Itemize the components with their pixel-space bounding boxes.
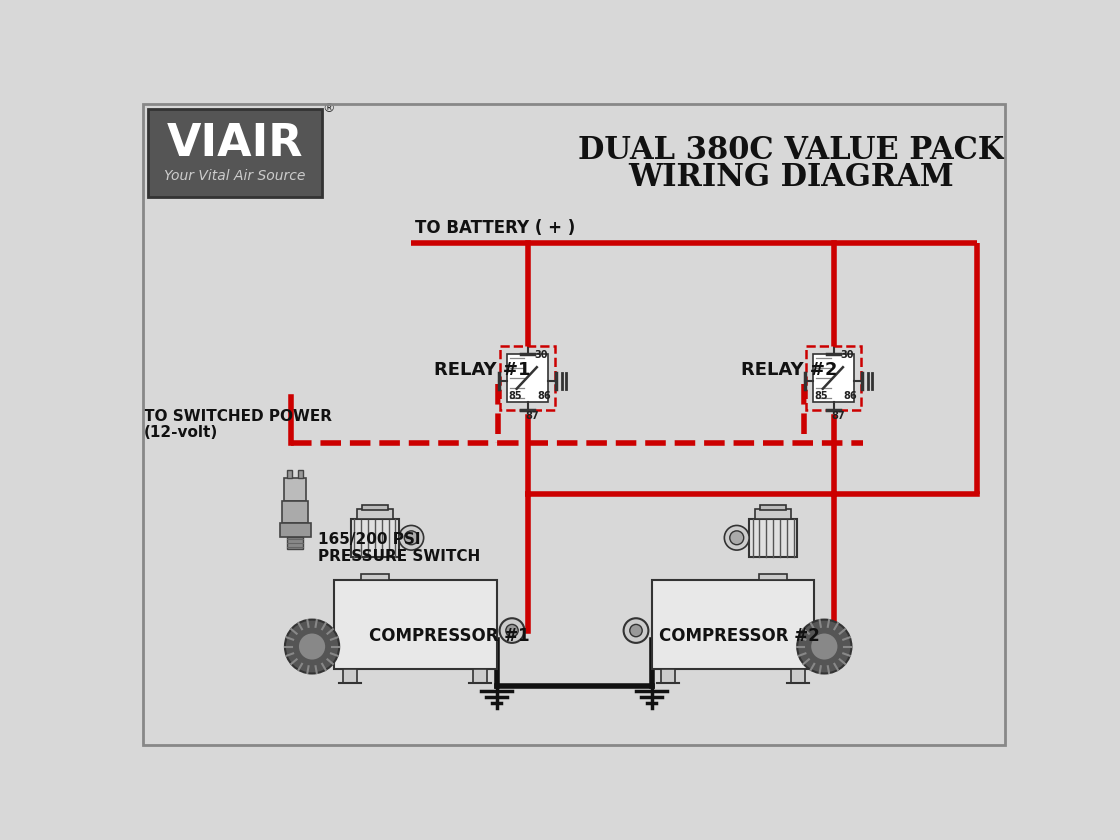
Bar [334, 580, 496, 669]
Bar [351, 518, 399, 557]
Circle shape [629, 624, 642, 637]
Bar [652, 580, 814, 669]
Bar [343, 669, 357, 683]
Circle shape [730, 531, 744, 544]
Text: COMPRESSOR #2: COMPRESSOR #2 [660, 627, 820, 645]
Text: TO BATTERY ( + ): TO BATTERY ( + ) [416, 219, 576, 237]
Circle shape [298, 633, 326, 660]
FancyBboxPatch shape [500, 346, 556, 410]
Text: DUAL 380C VALUE PACK: DUAL 380C VALUE PACK [578, 135, 1005, 166]
Bar [357, 509, 393, 518]
Circle shape [399, 526, 423, 550]
Text: 30: 30 [841, 349, 855, 360]
Text: ®: ® [323, 102, 335, 114]
Bar [813, 354, 855, 402]
Circle shape [725, 526, 749, 550]
Bar [298, 470, 302, 478]
Bar [361, 574, 389, 580]
Text: WIRING DIAGRAM: WIRING DIAGRAM [628, 162, 954, 193]
Bar [148, 108, 323, 197]
Text: 86: 86 [843, 391, 857, 402]
Text: TO SWITCHED POWER: TO SWITCHED POWER [143, 409, 332, 424]
Text: Your Vital Air Source: Your Vital Air Source [164, 169, 306, 183]
Circle shape [506, 624, 519, 637]
Circle shape [284, 620, 339, 674]
Bar [755, 509, 791, 518]
Bar [282, 501, 308, 522]
Bar [791, 669, 805, 683]
Text: 87: 87 [831, 412, 844, 421]
Text: RELAY #2: RELAY #2 [740, 361, 837, 380]
Circle shape [797, 620, 851, 674]
Bar [280, 522, 310, 537]
Text: VIAIR: VIAIR [166, 122, 302, 165]
Text: COMPRESSOR #1: COMPRESSOR #1 [368, 627, 530, 645]
Circle shape [500, 618, 524, 643]
Bar [507, 354, 548, 402]
Circle shape [624, 618, 648, 643]
Bar [287, 537, 302, 549]
Text: PRESSURE SWITCH: PRESSURE SWITCH [318, 549, 480, 564]
FancyBboxPatch shape [806, 346, 861, 410]
Circle shape [811, 633, 838, 660]
Text: (12-volt): (12-volt) [143, 424, 218, 439]
Bar [661, 669, 674, 683]
Text: 165/200 PSI: 165/200 PSI [318, 532, 421, 547]
Text: 85: 85 [814, 391, 829, 402]
Text: RELAY #1: RELAY #1 [435, 361, 531, 380]
Text: 85: 85 [508, 391, 522, 402]
Circle shape [404, 531, 418, 544]
Bar [362, 505, 388, 510]
Bar [759, 574, 787, 580]
Text: 87: 87 [525, 412, 539, 421]
Bar [760, 505, 786, 510]
Bar [284, 478, 306, 501]
Text: 30: 30 [534, 349, 548, 360]
Bar [749, 518, 797, 557]
Bar [474, 669, 487, 683]
Bar [287, 470, 292, 478]
Text: 86: 86 [538, 391, 551, 402]
